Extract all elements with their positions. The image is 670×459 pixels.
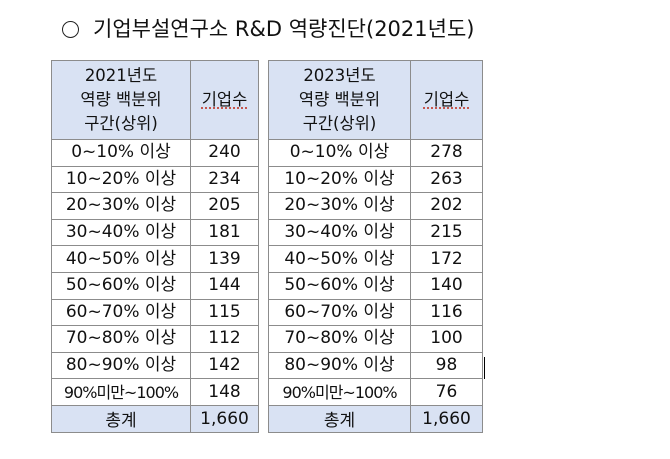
table-row: 40~50% 이상 172 — [268, 245, 483, 273]
range-cell: 90%미만~100% — [268, 378, 411, 406]
total-row: 총계 1,660 — [51, 404, 259, 433]
table-row: 60~70% 이상 116 — [268, 298, 483, 327]
count-cell: 278 — [410, 139, 483, 167]
table-row: 70~80% 이상 112 — [51, 325, 259, 353]
text-cursor — [484, 357, 485, 379]
total-row: 총계 1,660 — [268, 404, 483, 433]
total-count: 1,660 — [410, 404, 483, 433]
count-cell: 140 — [410, 271, 483, 300]
count-cell: 76 — [410, 378, 483, 406]
count-cell: 181 — [190, 218, 259, 247]
count-cell: 98 — [410, 351, 483, 380]
hollow-circle-bullet-icon — [62, 20, 79, 38]
range-cell: 70~80% 이상 — [268, 325, 411, 353]
count-cell: 100 — [410, 325, 483, 353]
capacity-table-2023: 2023년도 역량 백분위 구간(상위) 기업수 0~10% 이상 278 10~… — [268, 60, 483, 433]
table-row: 20~30% 이상 202 — [268, 192, 483, 220]
table-row: 80~90% 이상 98 — [268, 351, 483, 380]
total-count: 1,660 — [190, 404, 259, 433]
document-heading: 기업부설연구소 R&D 역량진단(2021년도) — [62, 14, 474, 44]
count-cell: 148 — [190, 378, 259, 406]
range-cell: 60~70% 이상 — [268, 298, 411, 327]
range-cell: 60~70% 이상 — [51, 298, 191, 327]
range-cell: 0~10% 이상 — [51, 139, 191, 167]
range-cell: 80~90% 이상 — [268, 351, 411, 380]
table-row: 30~40% 이상 215 — [268, 218, 483, 247]
table-row: 50~60% 이상 140 — [268, 271, 483, 300]
table-row: 0~10% 이상 278 — [268, 139, 483, 167]
table-row: 40~50% 이상 139 — [51, 245, 259, 273]
range-cell: 80~90% 이상 — [51, 351, 191, 380]
capacity-table-2021: 2021년도 역량 백분위 구간(상위) 기업수 0~10% 이상 240 10~… — [51, 60, 259, 433]
table-row: 60~70% 이상 115 — [51, 298, 259, 327]
range-cell: 10~20% 이상 — [268, 165, 411, 194]
count-cell: 112 — [190, 325, 259, 353]
range-cell: 30~40% 이상 — [51, 218, 191, 247]
range-header: 2021년도 역량 백분위 구간(상위) — [51, 60, 191, 140]
table-row: 10~20% 이상 263 — [268, 165, 483, 194]
count-cell: 202 — [410, 192, 483, 220]
count-header: 기업수 — [410, 60, 483, 140]
count-cell: 240 — [190, 139, 259, 167]
table-header-row: 2023년도 역량 백분위 구간(상위) 기업수 — [268, 60, 483, 140]
range-cell: 20~30% 이상 — [268, 192, 411, 220]
table-row: 20~30% 이상 205 — [51, 192, 259, 220]
count-cell: 144 — [190, 271, 259, 300]
range-cell: 0~10% 이상 — [268, 139, 411, 167]
range-cell: 20~30% 이상 — [51, 192, 191, 220]
range-cell: 70~80% 이상 — [51, 325, 191, 353]
total-label: 총계 — [268, 404, 411, 433]
count-cell: 115 — [190, 298, 259, 327]
heading-text: 기업부설연구소 R&D 역량진단(2021년도) — [93, 17, 475, 41]
count-cell: 263 — [410, 165, 483, 194]
table-row: 30~40% 이상 181 — [51, 218, 259, 247]
table-row: 90%미만~100% 76 — [268, 378, 483, 406]
total-label: 총계 — [51, 404, 191, 433]
range-cell: 40~50% 이상 — [51, 245, 191, 273]
range-cell: 10~20% 이상 — [51, 165, 191, 194]
count-cell: 205 — [190, 192, 259, 220]
table-header-row: 2021년도 역량 백분위 구간(상위) 기업수 — [51, 60, 259, 140]
range-header: 2023년도 역량 백분위 구간(상위) — [268, 60, 411, 140]
count-cell: 172 — [410, 245, 483, 273]
table-row: 0~10% 이상 240 — [51, 139, 259, 167]
table-row: 90%미만~100% 148 — [51, 378, 259, 406]
table-row: 80~90% 이상 142 — [51, 351, 259, 380]
range-cell: 30~40% 이상 — [268, 218, 411, 247]
count-cell: 234 — [190, 165, 259, 194]
count-cell: 139 — [190, 245, 259, 273]
count-cell: 215 — [410, 218, 483, 247]
table-row: 10~20% 이상 234 — [51, 165, 259, 194]
range-cell: 50~60% 이상 — [51, 271, 191, 300]
count-header: 기업수 — [190, 60, 259, 140]
count-cell: 142 — [190, 351, 259, 380]
range-cell: 40~50% 이상 — [268, 245, 411, 273]
range-cell: 50~60% 이상 — [268, 271, 411, 300]
range-cell: 90%미만~100% — [51, 378, 191, 406]
table-row: 50~60% 이상 144 — [51, 271, 259, 300]
table-row: 70~80% 이상 100 — [268, 325, 483, 353]
count-cell: 116 — [410, 298, 483, 327]
